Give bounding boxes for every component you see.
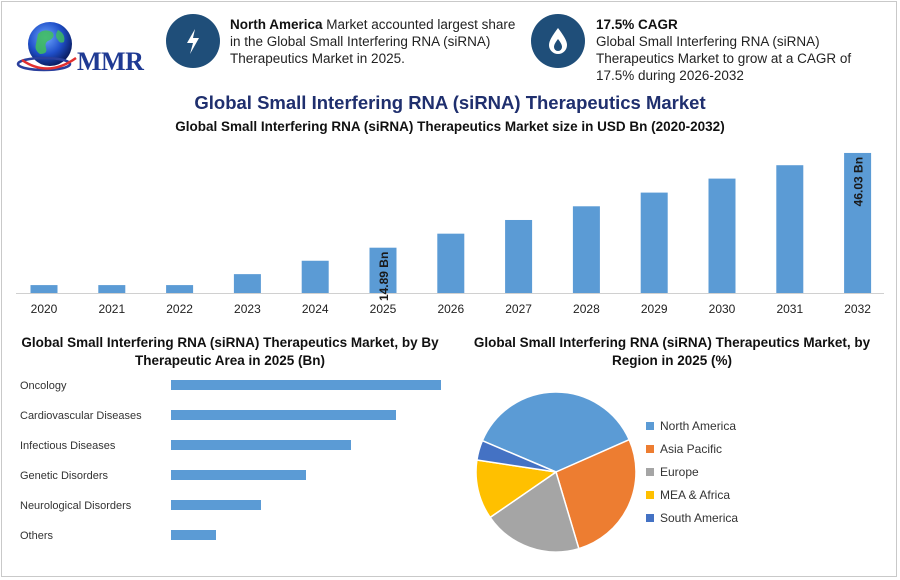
pie-slice-north-america xyxy=(481,391,631,473)
bar-chart-title: Global Small Interfering RNA (siRNA) The… xyxy=(175,119,725,134)
info-card-1-text: Market accounted largest share in the Gl… xyxy=(230,17,516,66)
category-label-others: Others xyxy=(20,530,54,542)
x-tick-label-2027: 2027 xyxy=(505,302,532,316)
bar-2024 xyxy=(301,260,329,293)
therapeutic-area-chart-title: Global Small Interfering RNA (siRNA) The… xyxy=(21,335,439,368)
bar-2029 xyxy=(640,192,668,293)
legend-label-north-america: North America xyxy=(660,419,736,433)
category-label-neurological-disorders: Neurological Disorders xyxy=(20,500,132,512)
hbar-cardiovascular-diseases xyxy=(171,410,396,420)
info-card-2-text: Global Small Interfering RNA (siRNA) The… xyxy=(596,34,852,83)
brand-logo-text: MMR xyxy=(77,47,144,76)
legend-swatch-asia-pacific xyxy=(646,445,654,453)
bar-2030 xyxy=(708,178,736,293)
x-tick-label-2022: 2022 xyxy=(166,302,193,316)
lightning-icon xyxy=(166,14,220,68)
x-tick-label-2021: 2021 xyxy=(98,302,125,316)
region-chart-title: Global Small Interfering RNA (siRNA) The… xyxy=(473,335,871,368)
therapeutic-area-bar-chart: Oncology Cardiovascular Diseases Infectiou… xyxy=(20,380,441,542)
bar-2025 xyxy=(369,247,397,293)
bar-2028 xyxy=(572,206,600,293)
bar-2020 xyxy=(30,285,58,293)
bar-2021 xyxy=(98,285,126,293)
category-label-infectious-diseases: Infectious Diseases xyxy=(20,440,116,452)
data-label-2032: 46.03 Bn xyxy=(852,157,866,206)
info-card-2-bold: 17.5% CAGR xyxy=(596,17,678,32)
globe-icon xyxy=(16,22,77,72)
x-tick-label-2023: 2023 xyxy=(234,302,261,316)
bar-2023 xyxy=(233,274,261,293)
x-tick-label-2030: 2030 xyxy=(709,302,736,316)
x-tick-label-2032: 2032 xyxy=(844,302,871,316)
x-tick-label-2025: 2025 xyxy=(370,302,397,316)
hbar-neurological-disorders xyxy=(171,500,261,510)
x-tick-label-2020: 2020 xyxy=(31,302,58,316)
bar-2022 xyxy=(166,285,194,293)
bar-2031 xyxy=(776,165,804,293)
legend-label-mea-africa: MEA & Africa xyxy=(660,488,730,502)
info-card-north-america: North America Market accounted largest s… xyxy=(230,16,520,67)
brand-logo: MMR xyxy=(14,14,144,76)
bar-2032 xyxy=(844,152,872,293)
category-label-cardiovascular-diseases: Cardiovascular Diseases xyxy=(20,410,142,422)
category-label-oncology: Oncology xyxy=(20,380,67,392)
hbar-genetic-disorders xyxy=(171,470,306,480)
bar-2027 xyxy=(505,219,533,293)
data-label-2025: 14.89 Bn xyxy=(377,252,391,301)
page-title: Global Small Interfering RNA (siRNA) The… xyxy=(194,92,706,113)
bar-2026 xyxy=(437,233,465,293)
hbar-infectious-diseases xyxy=(171,440,351,450)
pie-slice-south-america xyxy=(476,439,557,473)
info-card-cagr: 17.5% CAGR Global Small Interfering RNA … xyxy=(596,16,866,84)
region-pie-chart: North America Asia Pacific Europe MEA & Afr… xyxy=(475,391,738,553)
x-tick-label-2028: 2028 xyxy=(573,302,600,316)
flame-drop-icon xyxy=(531,14,585,68)
pie-slice-asia-pacific xyxy=(555,438,637,550)
hbar-others xyxy=(171,530,216,540)
hbar-oncology xyxy=(171,380,441,390)
legend-swatch-mea-africa xyxy=(646,491,654,499)
info-card-1-bold: North America xyxy=(230,17,323,32)
legend-label-europe: Europe xyxy=(660,465,699,479)
category-label-genetic-disorders: Genetic Disorders xyxy=(20,470,109,482)
legend-label-asia-pacific: Asia Pacific xyxy=(660,442,722,456)
legend-swatch-south-america xyxy=(646,514,654,522)
legend-label-south-america: South America xyxy=(660,511,738,525)
x-tick-label-2031: 2031 xyxy=(776,302,803,316)
pie-slice-mea-africa xyxy=(475,459,558,519)
pie-slice-europe xyxy=(489,470,580,553)
legend-swatch-europe xyxy=(646,468,654,476)
x-tick-label-2029: 2029 xyxy=(641,302,668,316)
legend-swatch-north-america xyxy=(646,422,654,430)
x-tick-label-2024: 2024 xyxy=(302,302,329,316)
x-tick-label-2026: 2026 xyxy=(437,302,464,316)
